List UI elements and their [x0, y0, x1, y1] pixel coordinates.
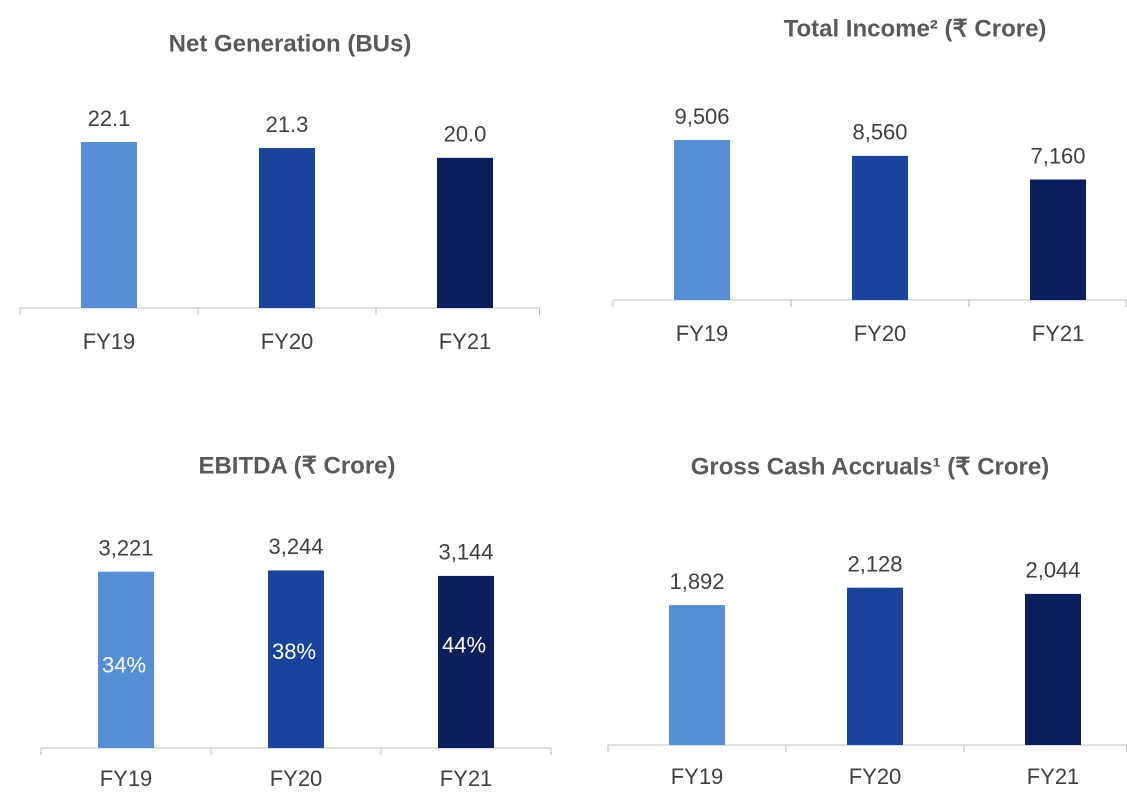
value-label: 7,160 — [1030, 143, 1085, 168]
chart-title: EBITDA (₹ Crore) — [198, 452, 395, 479]
x-tick-label: FY19 — [671, 764, 724, 789]
value-label: 22.1 — [88, 106, 131, 131]
x-tick-label: FY20 — [849, 764, 902, 789]
margin-label: 34% — [102, 653, 146, 678]
chart-title: Net Generation (BUs) — [169, 30, 412, 57]
bar — [852, 155, 908, 300]
bar — [81, 142, 137, 308]
x-tick-label: FY21 — [1032, 321, 1085, 346]
bar — [669, 605, 725, 745]
value-label: 1,892 — [669, 569, 724, 594]
bar — [98, 571, 154, 748]
bar — [268, 570, 324, 748]
bar — [847, 587, 903, 745]
x-tick-label: FY21 — [439, 329, 492, 354]
value-label: 20.0 — [444, 122, 487, 147]
value-label: 9,506 — [674, 104, 729, 129]
value-label: 3,144 — [438, 540, 493, 565]
x-tick-label: FY19 — [100, 766, 153, 791]
x-tick-label: FY20 — [270, 766, 323, 791]
x-tick-label: FY21 — [440, 766, 493, 791]
value-label: 3,221 — [98, 536, 153, 561]
value-label: 21.3 — [266, 112, 309, 137]
bar — [437, 157, 493, 308]
x-tick-label: FY21 — [1027, 764, 1080, 789]
x-tick-label: FY20 — [261, 329, 314, 354]
chart-title: Total Income² (₹ Crore) — [784, 15, 1047, 42]
bar — [1030, 179, 1086, 300]
bar — [438, 575, 494, 748]
value-label: 2,128 — [847, 551, 902, 576]
bar — [674, 139, 730, 300]
bar — [259, 148, 315, 308]
chart-title: Gross Cash Accruals¹ (₹ Crore) — [691, 453, 1050, 480]
margin-label: 44% — [442, 633, 486, 658]
value-label: 2,044 — [1025, 558, 1080, 583]
value-label: 3,244 — [268, 534, 323, 559]
value-label: 8,560 — [852, 120, 907, 145]
margin-label: 38% — [272, 639, 316, 664]
x-tick-label: FY19 — [83, 329, 136, 354]
x-tick-label: FY19 — [676, 321, 729, 346]
x-tick-label: FY20 — [854, 321, 907, 346]
bar — [1025, 593, 1081, 745]
